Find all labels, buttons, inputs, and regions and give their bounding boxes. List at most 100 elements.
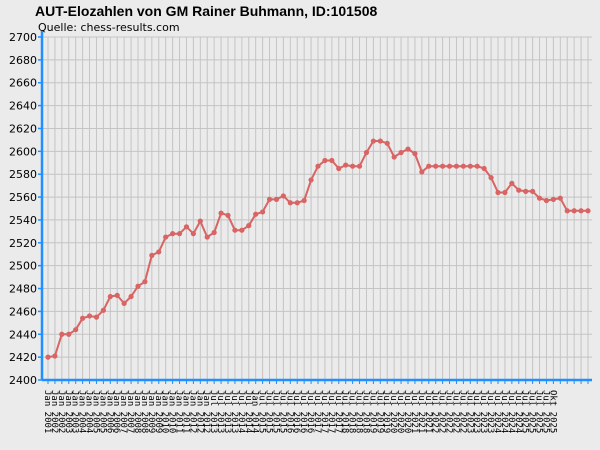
- data-point: [308, 177, 314, 183]
- x-tick-label: Jul 2013: [229, 390, 239, 433]
- x-tick-label: Jul 2019: [367, 390, 377, 433]
- x-tick-label: Jan 2005: [97, 390, 107, 433]
- x-tick-label: Jan 2011: [180, 390, 190, 433]
- data-point: [66, 331, 72, 337]
- x-tick-label: Jan 2003: [63, 390, 73, 433]
- data-point: [149, 252, 155, 258]
- data-point: [460, 163, 466, 169]
- x-tick-label: Jul 2020: [395, 390, 405, 433]
- data-point: [59, 331, 65, 337]
- data-point: [543, 197, 550, 204]
- y-tick-label: 2700: [9, 31, 37, 44]
- x-tick-label: Jan 2009: [153, 390, 163, 433]
- y-tick-label: 2400: [9, 374, 37, 387]
- data-point: [502, 189, 508, 196]
- x-tick-label: Jul 2025: [534, 390, 544, 433]
- y-tick-label: 2560: [9, 191, 37, 204]
- data-point: [474, 163, 480, 169]
- x-tick-label: Jul 2022: [444, 390, 454, 433]
- x-tick-label: Jul 2020: [388, 390, 398, 433]
- x-tick-label: Jul 2016: [291, 390, 301, 433]
- x-tick-label: Jul 2019: [374, 390, 384, 433]
- x-tick-label: Jul 2024: [513, 390, 523, 433]
- x-tick-label: Jul 2024: [492, 390, 502, 433]
- x-tick-label: Jul 2022: [457, 390, 467, 433]
- data-point: [204, 234, 210, 240]
- x-tick-label: Jan 2007: [125, 390, 135, 433]
- y-tick-label: 2500: [9, 260, 37, 273]
- data-point: [176, 231, 183, 237]
- data-point: [253, 211, 259, 217]
- x-tick-label: Jul 2015: [270, 390, 280, 433]
- x-tick-label: Okt 2025: [547, 390, 557, 433]
- y-tick-label: 2660: [9, 77, 37, 90]
- x-tick-label: Jul 2021: [409, 390, 419, 433]
- data-point: [232, 227, 238, 233]
- y-tick-label: 2620: [9, 122, 37, 135]
- y-tick-label: 2520: [9, 237, 37, 250]
- x-tick-label: Jan 2012: [201, 390, 211, 433]
- data-point: [73, 327, 79, 333]
- data-point: [433, 163, 439, 169]
- x-tick-label: Jul 2021: [416, 390, 426, 433]
- data-point: [45, 354, 51, 360]
- x-tick-label: Jul 2022: [437, 390, 447, 433]
- x-tick-label: Jan 2010: [167, 390, 177, 433]
- data-point: [446, 163, 453, 169]
- x-tick-label: Jan 2011: [174, 390, 184, 433]
- x-tick-label: Jul 2017: [333, 390, 343, 433]
- x-tick-label: Jul 2022: [430, 390, 440, 433]
- x-tick-label: Jul 2025: [527, 390, 537, 433]
- data-point: [121, 300, 127, 306]
- x-tick-label: Jul 2017: [319, 390, 329, 433]
- data-point: [426, 163, 432, 169]
- y-tick-label: 2680: [9, 54, 37, 67]
- data-point: [467, 163, 473, 169]
- x-tick-label: Jan 2008: [132, 390, 142, 433]
- x-tick-label: Jan 2005: [90, 390, 100, 433]
- data-point: [218, 210, 224, 216]
- x-tick-label: Jul 2020: [402, 390, 412, 433]
- x-tick-label: Jul 2018: [340, 390, 350, 433]
- data-point: [280, 193, 286, 199]
- x-tick-label: Jul 2014: [243, 390, 253, 433]
- chart-title: AUT-Elozahlen von GM Rainer Buhmann, ID:…: [35, 3, 378, 19]
- axes: [38, 31, 592, 384]
- data-point: [530, 188, 536, 194]
- data-point: [170, 231, 176, 237]
- x-tick-label: Jul 2015: [264, 390, 274, 433]
- data-point: [564, 208, 570, 214]
- x-tick-label: Jan 2004: [84, 390, 94, 433]
- data-point: [557, 195, 563, 201]
- x-tick-label: Jul 2017: [312, 390, 322, 433]
- data-point: [370, 138, 376, 144]
- x-tick-label: Jan 2007: [118, 390, 128, 433]
- y-tick-labels: 2400 2420 2440 2460 2480 2500 2520 2540 2560 2580…: [9, 31, 37, 387]
- data-point: [322, 157, 328, 164]
- data-point: [86, 313, 93, 319]
- data-point: [363, 149, 370, 156]
- data-point: [260, 209, 266, 215]
- data-point: [197, 218, 203, 224]
- data-point: [336, 165, 342, 172]
- data-point: [578, 208, 584, 214]
- data-point: [488, 175, 494, 181]
- x-tick-label: Jul 2018: [360, 390, 370, 433]
- data-point: [550, 196, 556, 202]
- data-point: [107, 293, 113, 300]
- x-tick-label: Jul 2023: [485, 390, 495, 433]
- x-tick-label: Jul 2013: [222, 390, 232, 433]
- data-point: [211, 229, 217, 236]
- x-tick-label: Jul 2023: [478, 390, 488, 433]
- data-point: [190, 231, 196, 237]
- data-point: [239, 227, 245, 233]
- x-tick-label: Jan 2008: [139, 390, 149, 433]
- data-point: [183, 224, 190, 230]
- data-point: [405, 146, 411, 152]
- x-tick-label: Jan 2009: [146, 390, 156, 433]
- x-tick-label: Jul 2024: [506, 390, 516, 433]
- data-point: [246, 223, 252, 229]
- x-tick-label: Jan 2002: [49, 390, 59, 433]
